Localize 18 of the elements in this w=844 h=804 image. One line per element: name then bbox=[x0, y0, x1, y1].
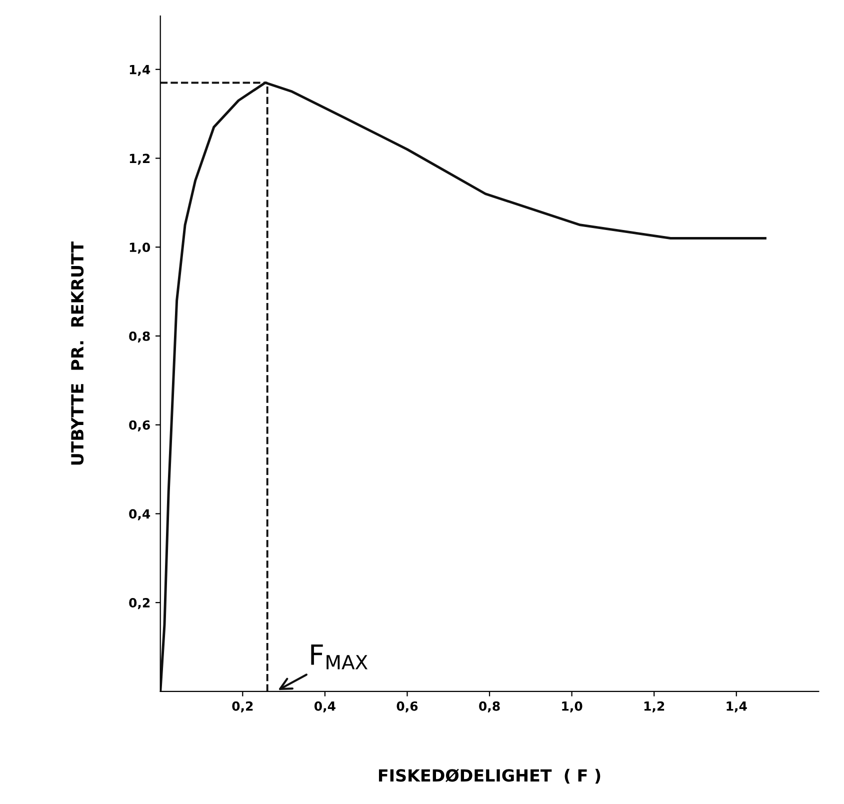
y-axis-title: UTBYTTE PR. REKRUTT bbox=[71, 241, 84, 465]
y-tick-label: 1,0 bbox=[130, 242, 150, 254]
y-tick-label: 0,6 bbox=[129, 420, 150, 432]
x-tick-label: 1,2 bbox=[644, 701, 664, 712]
y-tick-label: 0,4 bbox=[129, 509, 150, 520]
x-tick-label: 1,4 bbox=[726, 702, 747, 712]
x-tick-label: 0,6 bbox=[396, 701, 418, 712]
x-axis-title: FISKEDØDELIGHET ( F ) bbox=[378, 768, 600, 784]
x-tick-label: 0,8 bbox=[479, 701, 500, 712]
x-tick-label: 0,4 bbox=[314, 701, 336, 712]
x-tick-label: 0,2 bbox=[232, 701, 253, 712]
y-tick-label: 1,2 bbox=[130, 154, 150, 165]
y-tick-label: 1,4 bbox=[130, 65, 150, 76]
line-series bbox=[160, 81, 766, 692]
y-tick-label: 0,8 bbox=[129, 331, 150, 343]
annotation: F$_{MAX}$ bbox=[311, 644, 368, 670]
y-tick-label: 0,2 bbox=[129, 598, 150, 610]
x-tick-label: 1,0 bbox=[562, 701, 582, 712]
